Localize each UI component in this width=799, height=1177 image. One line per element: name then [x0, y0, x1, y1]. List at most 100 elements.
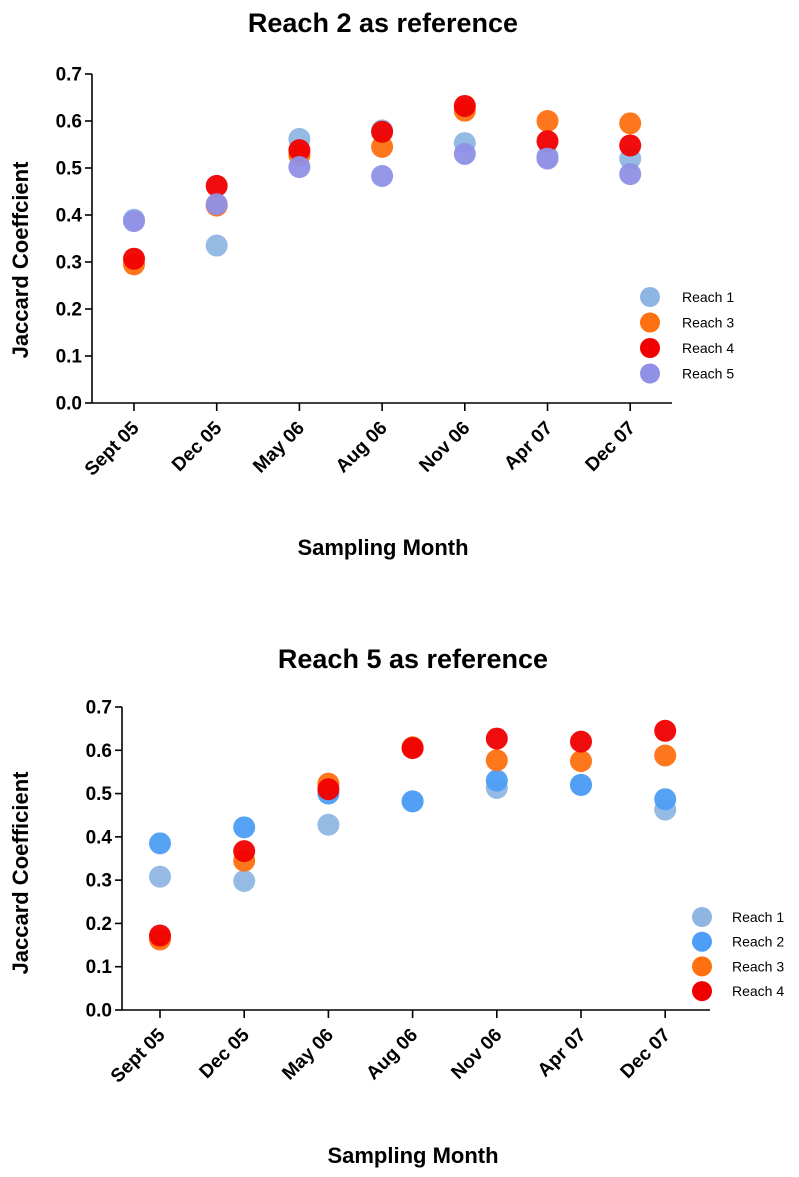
x-tick-label: Nov 06 — [447, 1025, 506, 1084]
x-tick-label: Aug 06 — [332, 418, 392, 478]
point-reach-2-nov-06 — [485, 769, 508, 792]
point-reach-3-dec-07 — [654, 744, 677, 767]
point-reach-4-apr-07 — [570, 730, 592, 753]
x-tick-label: Aug 06 — [362, 1025, 422, 1085]
x-tick-label: Dec 05 — [196, 1024, 254, 1082]
legend-entry-reach-4: Reach 4 — [640, 338, 734, 358]
series-reach-5 — [123, 142, 642, 233]
legend-entry-reach-3: Reach 3 — [692, 956, 784, 977]
point-reach-1-dec-05 — [233, 870, 256, 893]
x-tick-label: Sept 05 — [107, 1024, 170, 1087]
point-reach-2-dec-07 — [654, 788, 677, 811]
legend-marker — [692, 956, 712, 977]
chart-reach-5-reference: Reach 5 as reference Jaccard Coefficient… — [8, 644, 784, 1168]
series-reach-4 — [123, 94, 642, 270]
y-tick-label: 0.4 — [56, 206, 83, 227]
y-tick-label: 0.0 — [86, 1001, 112, 1022]
point-reach-4-dec-05 — [233, 840, 256, 863]
point-reach-4-may-06 — [317, 778, 340, 801]
point-reach-4-aug-06 — [371, 120, 394, 143]
y-tick-label: 0.1 — [56, 347, 83, 368]
y-axis-label: Jaccard Coefficient — [8, 771, 33, 975]
legend-label: Reach 3 — [732, 958, 784, 974]
point-reach-4-nov-06 — [453, 94, 476, 117]
point-reach-4-sept-05 — [123, 247, 145, 270]
point-reach-5-sept-05 — [123, 210, 145, 233]
series-reach-3 — [149, 736, 677, 951]
y-tick-label: 0.2 — [86, 914, 112, 935]
legend-entry-reach-1: Reach 1 — [640, 287, 734, 307]
legend-marker — [692, 931, 712, 952]
legend-marker — [640, 312, 660, 333]
point-reach-4-may-06 — [288, 139, 311, 162]
y-tick-label: 0.1 — [86, 957, 113, 978]
legend-label: Reach 4 — [682, 340, 734, 356]
point-reach-4-dec-05 — [205, 174, 228, 197]
legend-label: Reach 2 — [732, 934, 784, 950]
x-tick-label: Sept 05 — [81, 417, 144, 480]
axes: 0.0 0.1 0.2 0.3 0.4 0.5 0.6 0.7 Sept 05 Dec 05 May… — [86, 698, 710, 1087]
point-reach-5-apr-07 — [536, 147, 559, 170]
x-tick-label: Apr 07 — [534, 1025, 591, 1082]
x-axis-label: Sampling Month — [297, 535, 468, 560]
point-reach-1-may-06 — [317, 813, 340, 836]
y-tick-label: 0.6 — [86, 741, 112, 762]
legend-marker — [640, 338, 660, 358]
legend-label: Reach 1 — [732, 909, 784, 925]
x-tick-label: May 06 — [278, 1025, 338, 1085]
legend-label: Reach 5 — [682, 366, 734, 382]
legend-label: Reach 3 — [682, 315, 734, 331]
legend-entry-reach-5: Reach 5 — [640, 363, 734, 384]
y-tick-label: 0.7 — [86, 698, 112, 719]
point-reach-3-nov-06 — [485, 749, 508, 772]
y-tick-label: 0.3 — [56, 253, 82, 274]
chart-title: Reach 5 as reference — [278, 644, 548, 674]
y-tick-label: 0.3 — [86, 871, 112, 892]
point-reach-3-apr-07 — [536, 110, 559, 132]
data-points — [123, 94, 642, 276]
point-reach-3-apr-07 — [570, 750, 592, 773]
point-reach-5-dec-05 — [205, 193, 228, 216]
y-tick-label: 0.4 — [86, 827, 113, 848]
y-tick-label: 0.6 — [56, 112, 82, 133]
y-tick-label: 0.5 — [56, 159, 83, 180]
point-reach-4-dec-07 — [619, 134, 642, 157]
point-reach-5-aug-06 — [371, 164, 394, 187]
point-reach-3-dec-07 — [619, 112, 642, 135]
legend-marker — [640, 363, 660, 384]
chart-reach-2-reference: Reach 2 as reference Jaccard Coeffcient … — [8, 8, 734, 560]
x-tick-label: Apr 07 — [500, 418, 557, 475]
point-reach-2-dec-05 — [233, 816, 256, 839]
point-reach-4-apr-07 — [536, 130, 559, 153]
y-tick-label: 0.7 — [56, 65, 82, 86]
point-reach-5-dec-07 — [619, 163, 642, 186]
point-reach-1-dec-05 — [205, 234, 228, 257]
point-reach-4-aug-06 — [401, 737, 424, 760]
legend-marker — [692, 907, 712, 927]
series-reach-4 — [149, 719, 677, 947]
x-tick-label: May 06 — [249, 418, 309, 478]
y-tick-label: 0.0 — [56, 394, 82, 415]
legend-entry-reach-2: Reach 2 — [692, 931, 784, 952]
x-tick-label: Dec 07 — [582, 418, 640, 476]
point-reach-2-aug-06 — [401, 790, 424, 813]
x-tick-label: Nov 06 — [415, 418, 474, 477]
point-reach-5-nov-06 — [453, 142, 476, 165]
point-reach-1-sept-05 — [149, 865, 171, 888]
legend-marker — [692, 981, 712, 1002]
y-tick-label: 0.5 — [86, 784, 113, 805]
data-points — [149, 719, 677, 951]
chart-title: Reach 2 as reference — [248, 8, 518, 38]
legend: Reach 1 Reach 3 Reach 4 Reach 5 — [640, 287, 734, 384]
series-reach-2 — [149, 769, 677, 855]
point-reach-3-aug-06 — [371, 135, 394, 158]
point-reach-4-nov-06 — [485, 727, 508, 750]
point-reach-4-sept-05 — [149, 924, 171, 947]
point-reach-2-apr-07 — [570, 773, 592, 796]
legend: Reach 1 Reach 2 Reach 3 Reach 4 — [692, 907, 784, 1002]
legend-marker — [640, 287, 660, 307]
y-axis-label: Jaccard Coeffcient — [8, 161, 33, 359]
legend-label: Reach 4 — [732, 983, 784, 999]
x-tick-label: Dec 07 — [617, 1025, 675, 1083]
